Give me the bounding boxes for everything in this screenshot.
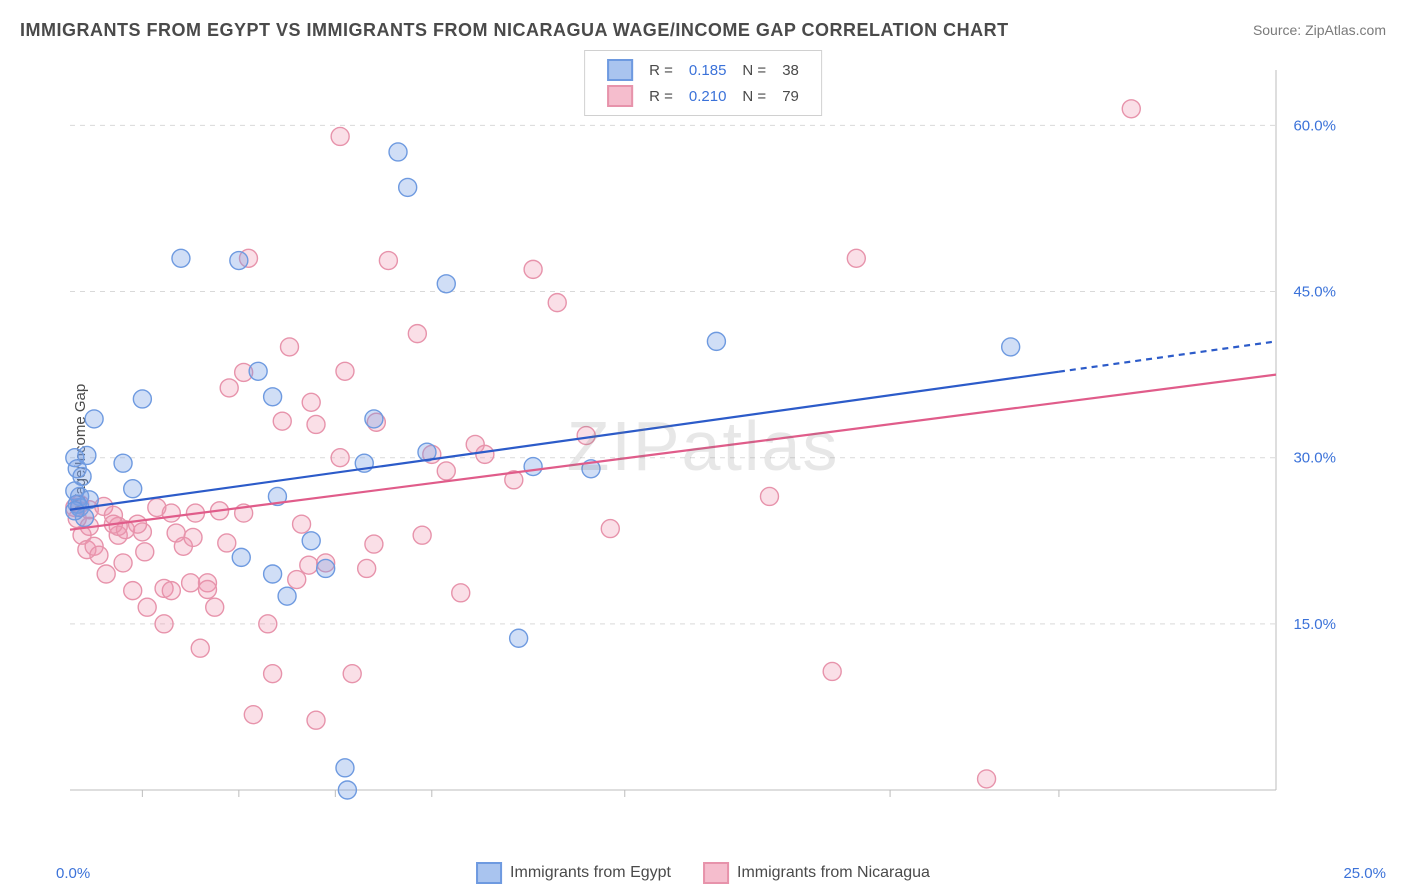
svg-text:45.0%: 45.0% <box>1293 284 1336 301</box>
svg-text:30.0%: 30.0% <box>1293 450 1336 467</box>
legend-bottom-egypt: Immigrants from Egypt <box>476 862 671 884</box>
legend-bottom-label-nicaragua: Immigrants from Nicaragua <box>737 864 930 882</box>
legend-r-value-nicaragua: 0.210 <box>681 83 735 109</box>
legend-r-label: R = <box>641 83 681 109</box>
legend-top-box: R = 0.185 N = 38 R = 0.210 N = 79 <box>584 50 822 116</box>
source-label: Source: ZipAtlas.com <box>1253 22 1386 38</box>
legend-n-value-egypt: 38 <box>774 57 807 83</box>
chart-title: IMMIGRANTS FROM EGYPT VS IMMIGRANTS FROM… <box>20 20 1009 41</box>
x-axis-max-label: 25.0% <box>1343 865 1386 882</box>
legend-row-nicaragua: R = 0.210 N = 79 <box>599 83 807 109</box>
legend-n-value-nicaragua: 79 <box>774 83 807 109</box>
legend-row-egypt: R = 0.185 N = 38 <box>599 57 807 83</box>
chart-svg: 15.0% 30.0% 45.0% 60.0% <box>60 60 1346 820</box>
legend-swatch-egypt-bottom <box>476 862 502 884</box>
legend-bottom-nicaragua: Immigrants from Nicaragua <box>703 862 930 884</box>
svg-text:60.0%: 60.0% <box>1293 117 1336 134</box>
legend-bottom: Immigrants from Egypt Immigrants from Ni… <box>476 862 930 884</box>
legend-swatch-nicaragua-bottom <box>703 862 729 884</box>
chart-container: IMMIGRANTS FROM EGYPT VS IMMIGRANTS FROM… <box>0 0 1406 892</box>
x-axis-min-label: 0.0% <box>56 865 90 882</box>
legend-n-label: N = <box>734 83 774 109</box>
legend-swatch-egypt <box>607 59 633 81</box>
legend-n-label: N = <box>734 57 774 83</box>
legend-bottom-label-egypt: Immigrants from Egypt <box>510 864 671 882</box>
svg-text:15.0%: 15.0% <box>1293 616 1336 633</box>
legend-swatch-nicaragua <box>607 85 633 107</box>
legend-r-label: R = <box>641 57 681 83</box>
chart-plot-area: 15.0% 30.0% 45.0% 60.0% <box>60 60 1346 820</box>
legend-r-value-egypt: 0.185 <box>681 57 735 83</box>
